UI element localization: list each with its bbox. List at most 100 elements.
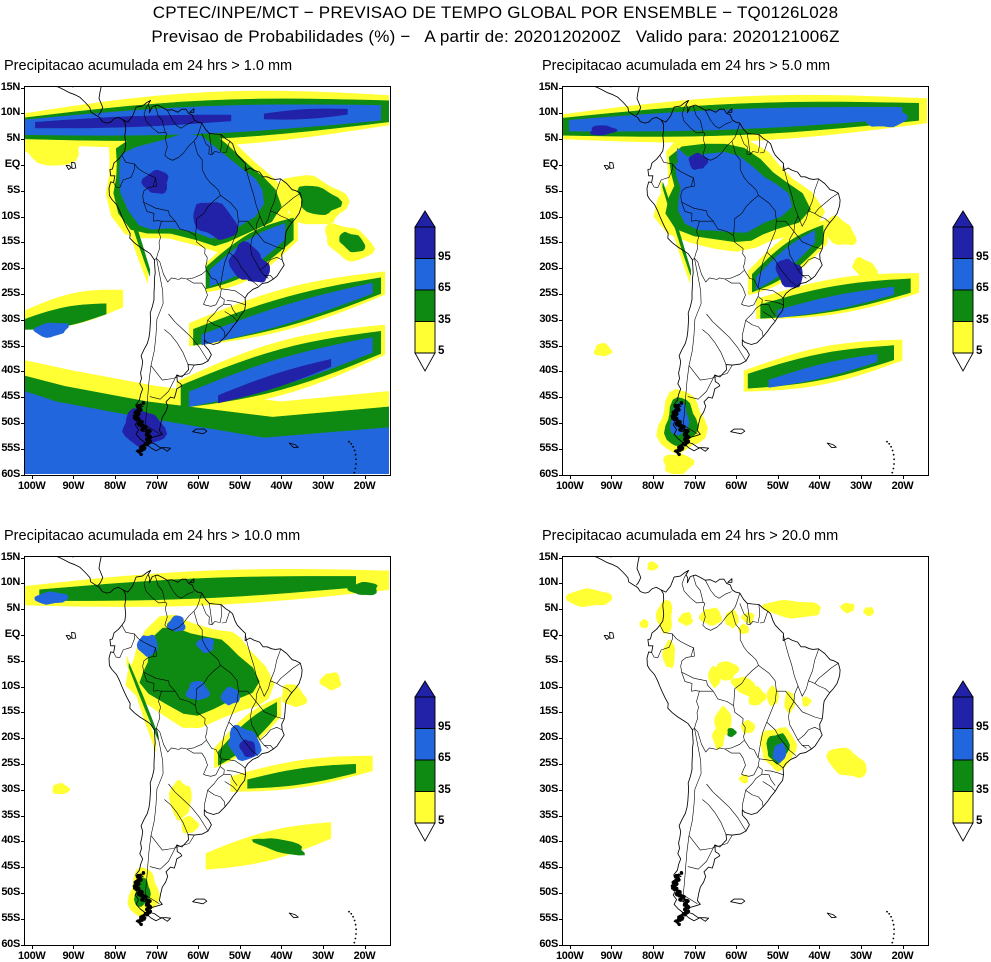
- x-axis-label: 70W: [683, 950, 706, 962]
- x-axis-label: 30W: [850, 480, 872, 492]
- colorbar-p3: 95 65 35 5: [414, 680, 451, 842]
- x-axis-label: 80W: [642, 950, 664, 962]
- x-axis-label: 40W: [270, 950, 293, 962]
- x-axis-tick: [322, 475, 324, 479]
- y-axis-tick: [21, 448, 25, 450]
- y-axis-label: 25S: [539, 286, 558, 299]
- x-axis-label: 40W: [808, 480, 831, 492]
- y-axis-label: 60S: [1, 937, 20, 950]
- y-axis-label: 35S: [1, 808, 20, 821]
- x-axis-label: 60W: [187, 480, 209, 492]
- y-axis-label: 20S: [539, 731, 558, 744]
- x-axis-tick: [198, 945, 200, 949]
- y-axis-label: 55S: [539, 441, 558, 454]
- x-axis-tick: [652, 945, 654, 949]
- map-plot-p3[interactable]: [24, 556, 391, 946]
- x-axis-tick: [31, 475, 33, 479]
- map-plot-p2[interactable]: [562, 86, 929, 476]
- header-line-1: CPTEC/INPE/MCT − PREVISAO DE TEMPO GLOBA…: [152, 3, 839, 22]
- y-axis-tick: [559, 268, 563, 270]
- x-axis-tick: [156, 945, 158, 949]
- y-axis-label: 5N: [6, 132, 21, 145]
- y-axis-label: 5S: [7, 183, 20, 196]
- colorbar-label-low: 5: [976, 815, 983, 827]
- y-axis-label: 35S: [1, 338, 20, 351]
- y-axis-label: 10S: [1, 209, 20, 222]
- colorbar-label-low: 5: [438, 345, 445, 357]
- x-axis-label: 70W: [145, 950, 168, 962]
- y-axis-label: 50S: [539, 415, 558, 428]
- y-axis-label: 45S: [1, 860, 20, 873]
- y-axis-label: 15N: [0, 80, 21, 93]
- y-axis-label: 45S: [539, 860, 558, 873]
- y-axis-tick: [559, 583, 563, 585]
- panel-title-p1: Precipitacao acumulada em 24 hrs > 1.0 m…: [4, 58, 293, 74]
- x-axis-label: 30W: [850, 950, 872, 962]
- y-axis-label: 40S: [1, 364, 20, 377]
- colorbar-label-very-high: 95: [438, 250, 451, 263]
- map-plot-p4[interactable]: [562, 556, 929, 946]
- y-axis-tick: [21, 216, 25, 218]
- y-axis-tick: [21, 139, 25, 141]
- y-axis-tick: [21, 712, 25, 714]
- x-axis-tick: [73, 475, 75, 479]
- y-axis-tick: [559, 190, 563, 192]
- x-axis-label: 90W: [600, 950, 623, 962]
- y-axis-label: 5N: [544, 602, 559, 615]
- y-axis-label: 20S: [1, 261, 20, 274]
- y-axis-tick: [559, 422, 563, 424]
- y-axis-label: 10N: [0, 576, 21, 589]
- y-axis-label: 10S: [1, 679, 20, 692]
- y-axis-label: EQ: [542, 157, 559, 170]
- x-axis-label: 100W: [555, 480, 584, 492]
- x-axis-tick: [281, 945, 283, 949]
- y-axis-tick: [559, 164, 563, 166]
- y-axis-label: 5N: [544, 132, 559, 145]
- y-axis-label: 10S: [539, 209, 558, 222]
- colorbar-label-low: 5: [976, 345, 983, 357]
- y-axis-label: 15N: [538, 550, 559, 563]
- y-axis-tick: [559, 763, 563, 765]
- y-axis-tick: [21, 293, 25, 295]
- y-axis-label: 15S: [1, 235, 20, 248]
- y-axis-tick: [21, 789, 25, 791]
- colorbar-p1: 95 65 35 5: [414, 210, 451, 372]
- y-axis-label: 20S: [1, 731, 20, 744]
- x-axis-tick: [694, 945, 696, 949]
- y-axis-tick: [21, 242, 25, 244]
- colorbar-p4: 95 65 35 5: [952, 680, 989, 842]
- y-axis-tick: [559, 867, 563, 869]
- y-axis-label: 60S: [539, 467, 558, 480]
- y-axis-label: 15S: [1, 705, 20, 718]
- x-axis-tick: [198, 475, 200, 479]
- y-axis-tick: [559, 242, 563, 244]
- y-axis-tick: [559, 474, 563, 476]
- y-axis-tick: [21, 609, 25, 611]
- y-axis-tick: [21, 345, 25, 347]
- panel-title-p4: Precipitacao acumulada em 24 hrs > 20.0 …: [542, 528, 839, 544]
- map-plot-p1[interactable]: [24, 86, 391, 476]
- x-axis-label: 40W: [270, 480, 293, 492]
- y-axis-label: 55S: [1, 911, 20, 924]
- y-axis-tick: [21, 474, 25, 476]
- x-axis-tick: [902, 945, 904, 949]
- y-axis-tick: [21, 686, 25, 688]
- y-axis-tick: [559, 660, 563, 662]
- x-axis-tick: [902, 475, 904, 479]
- y-axis-label: 25S: [539, 756, 558, 769]
- y-axis-label: 10S: [539, 679, 558, 692]
- y-axis-label: 35S: [539, 338, 558, 351]
- y-axis-tick: [21, 867, 25, 869]
- x-axis-label: 50W: [766, 950, 789, 962]
- x-axis-label: 20W: [891, 480, 914, 492]
- y-axis-tick: [21, 397, 25, 399]
- y-axis-tick: [21, 583, 25, 585]
- y-axis-tick: [559, 841, 563, 843]
- y-axis-label: 55S: [539, 911, 558, 924]
- x-axis-tick: [611, 945, 613, 949]
- x-axis-label: 50W: [228, 480, 251, 492]
- x-axis-tick: [281, 475, 283, 479]
- y-axis-label: 45S: [1, 390, 20, 403]
- x-axis-label: 20W: [353, 480, 376, 492]
- y-axis-tick: [21, 738, 25, 740]
